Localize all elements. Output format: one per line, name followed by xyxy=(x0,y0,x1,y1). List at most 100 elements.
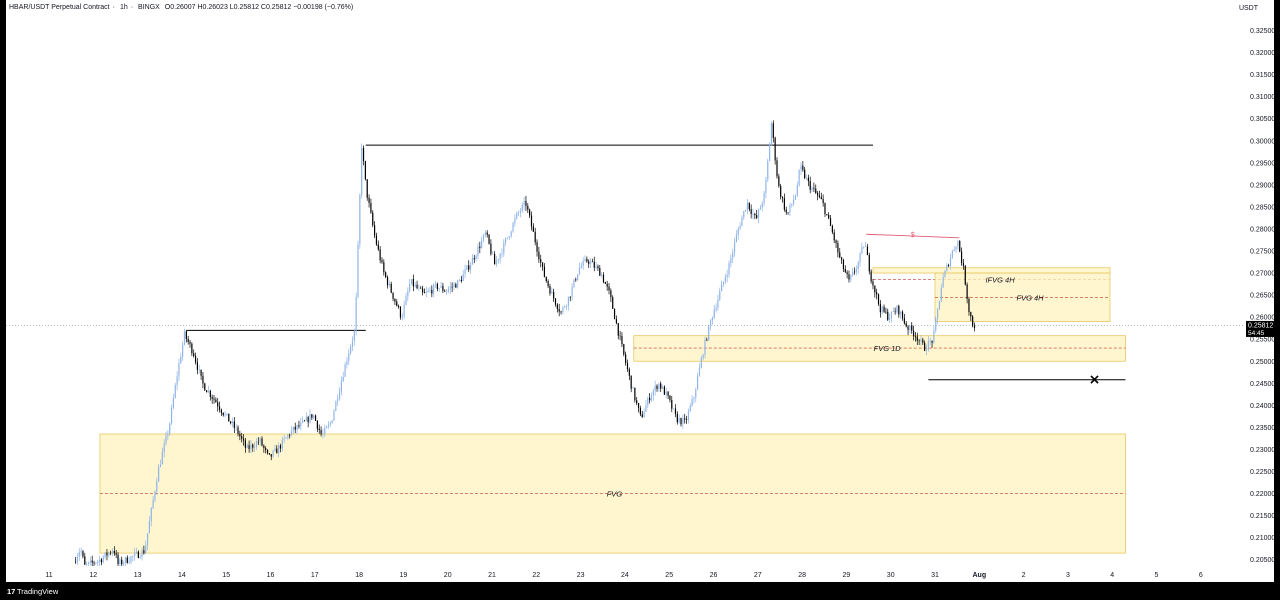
candle-body xyxy=(211,396,213,399)
candle-body xyxy=(916,336,918,341)
candle-body xyxy=(161,452,163,465)
candle-body xyxy=(152,499,154,509)
candle-body xyxy=(298,425,300,427)
candle-body xyxy=(713,310,715,318)
candle-body xyxy=(935,318,937,331)
candle-body xyxy=(554,298,557,305)
candle-body xyxy=(198,369,200,371)
candle-body xyxy=(193,353,195,357)
candle-body xyxy=(91,560,93,563)
candle-body xyxy=(146,533,149,546)
candle-body xyxy=(405,296,407,305)
candle-body xyxy=(93,562,95,564)
candle-body xyxy=(239,433,241,437)
candle-body xyxy=(111,550,114,553)
candle-body xyxy=(390,283,392,293)
candle-body xyxy=(490,243,492,254)
candle-body xyxy=(392,292,394,299)
exchange-label: BINGX xyxy=(138,4,160,11)
candle-body xyxy=(340,381,342,392)
x-tick-label: 12 xyxy=(89,572,97,579)
candle-body xyxy=(469,264,472,270)
candle-body xyxy=(281,439,283,449)
candle-body xyxy=(359,194,361,245)
candle-body xyxy=(728,263,730,275)
currency-label[interactable]: USDT xyxy=(1238,5,1258,12)
candle-body xyxy=(578,267,581,275)
candle-body xyxy=(185,331,187,339)
candle-body xyxy=(479,246,481,248)
candle-body xyxy=(709,320,712,326)
candle-body xyxy=(730,258,732,264)
candle-body xyxy=(355,296,357,332)
candle-body xyxy=(636,400,638,404)
candle-body xyxy=(785,209,787,213)
candle-body xyxy=(106,552,108,556)
candle-body xyxy=(752,213,754,215)
candle-body xyxy=(903,318,905,324)
candle-body xyxy=(859,253,861,263)
candle-body xyxy=(769,143,771,162)
candle-body xyxy=(929,340,931,342)
candle-body xyxy=(357,244,359,297)
interval-label[interactable]: 1h xyxy=(119,4,128,11)
x-tick-label: 20 xyxy=(444,572,452,579)
candle-body xyxy=(241,436,243,439)
ohlc-readout: O0.26007 H0.26023 L0.25812 C0.25812 −0.0… xyxy=(164,4,354,11)
x-tick-label: 21 xyxy=(488,572,496,579)
candle-body xyxy=(898,305,900,315)
candle-body xyxy=(276,448,278,454)
candle-body xyxy=(885,311,887,313)
candle-body xyxy=(912,330,915,337)
chart-frame[interactable]: FVG FVG 1D IFVG 4H FVG 4H $ × 0.32500 0.32000 0… xyxy=(6,0,1274,582)
candle-body xyxy=(398,305,400,308)
candle-body xyxy=(807,177,809,182)
candle-body xyxy=(418,287,420,289)
candle-body xyxy=(104,552,106,558)
candle-body xyxy=(944,270,946,277)
tradingview-logo-icon[interactable]: 17 xyxy=(7,587,16,596)
candle-body xyxy=(366,179,368,198)
x-tick-label: 15 xyxy=(222,572,230,579)
candle-body xyxy=(759,207,761,210)
candle-body xyxy=(689,405,691,412)
candle-body xyxy=(750,209,752,215)
candle-body xyxy=(920,339,922,341)
y-tick-label: 0.32000 xyxy=(1250,50,1274,57)
candle-body xyxy=(532,226,534,232)
symbol-name[interactable]: HBAR/USDT Perpetual Contract xyxy=(9,4,110,11)
candle-body xyxy=(172,397,175,408)
candle-body xyxy=(589,261,592,264)
candle-body xyxy=(209,390,211,397)
candle-body xyxy=(289,434,291,436)
candle-body xyxy=(272,450,274,457)
x-tick-label: 2 xyxy=(1022,572,1026,579)
candle-body xyxy=(892,311,894,313)
candle-body xyxy=(471,258,474,265)
candle-body xyxy=(102,557,104,563)
tradingview-brand[interactable]: TradingView xyxy=(17,587,59,596)
candle-body xyxy=(612,297,614,309)
candle-body xyxy=(569,296,571,298)
candle-body xyxy=(558,309,560,312)
candle-body xyxy=(108,552,110,556)
candle-body xyxy=(549,286,551,294)
y-tick-label: 0.26500 xyxy=(1250,293,1274,300)
y-tick-label: 0.31000 xyxy=(1250,94,1274,101)
candle-body xyxy=(650,395,653,401)
candle-body xyxy=(331,420,333,424)
candle-body xyxy=(700,357,702,368)
x-tick-label: 22 xyxy=(532,572,540,579)
candle-body xyxy=(536,242,538,252)
candle-body xyxy=(905,323,907,327)
x-tick-label: 5 xyxy=(1155,572,1159,579)
candle-body xyxy=(632,387,634,389)
candle-body xyxy=(580,265,582,268)
x-tick-label: 24 xyxy=(621,572,629,579)
candle-body xyxy=(278,445,280,454)
candle-body xyxy=(828,214,830,219)
candle-body xyxy=(894,311,896,313)
candle-body xyxy=(676,413,678,423)
candle-body xyxy=(148,521,151,534)
